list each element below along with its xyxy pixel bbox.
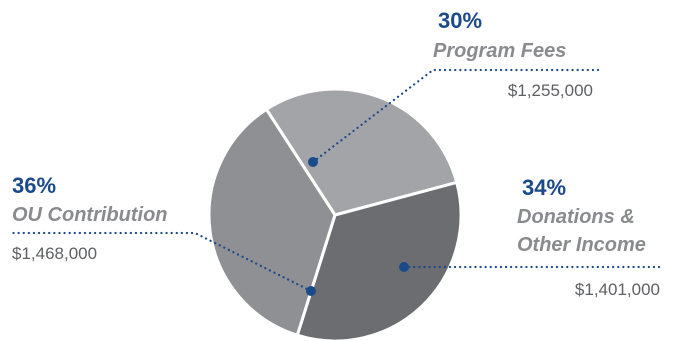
slice-category-program-fees: Program Fees (433, 40, 566, 62)
slice-percent-ou-contribution: 36% (12, 173, 56, 198)
slice-category-donations-line2: Other Income (517, 234, 646, 256)
slice-amount-program-fees: $1,255,000 (508, 81, 593, 100)
leader-dot-program-fees (308, 157, 318, 167)
slice-category-ou-contribution: OU Contribution (12, 204, 168, 226)
slice-percent-program-fees: 30% (438, 8, 482, 33)
label-group-donations: 34% Donations & Other Income $1,401,000 (399, 175, 662, 299)
leader-line-program-fees (311, 68, 600, 164)
pie-slices (207, 87, 463, 341)
label-group-ou-contribution: 36% OU Contribution $1,468,000 (10, 173, 316, 296)
label-group-program-fees: 30% Program Fees $1,255,000 (308, 8, 600, 167)
slice-category-donations-line1: Donations & (517, 206, 635, 228)
pie-slice-program-fees (264, 87, 459, 217)
leader-dot-donations (399, 262, 409, 272)
slice-amount-ou-contribution: $1,468,000 (12, 244, 97, 263)
slice-amount-donations: $1,401,000 (575, 280, 660, 299)
slice-percent-donations: 34% (522, 175, 566, 200)
pie-slice-ou-contribution (207, 107, 337, 337)
leader-dot-ou-contribution (306, 286, 316, 296)
